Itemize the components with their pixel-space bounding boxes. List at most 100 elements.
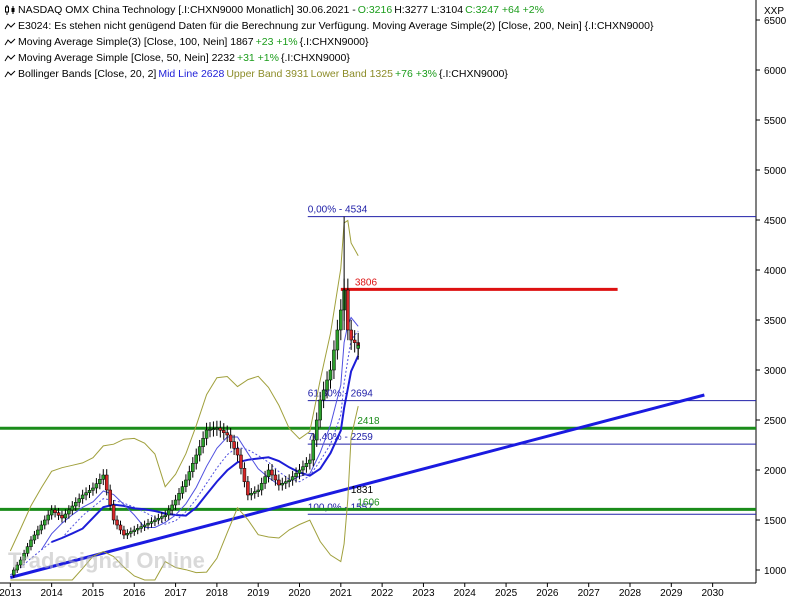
ma50-line	[40, 316, 359, 551]
legend-hlc: H:3277 L:3104	[394, 4, 464, 16]
candle-body	[101, 474, 106, 480]
candle-body	[46, 514, 50, 521]
candle-body	[239, 454, 243, 469]
fib-label: 61,80% - 2694	[308, 389, 373, 400]
candle-body	[222, 430, 226, 433]
y-tick-label: 6000	[764, 66, 787, 77]
candle-body	[346, 289, 350, 331]
candle-body	[73, 502, 78, 507]
y-tick-label: 4000	[764, 266, 787, 277]
candle-body	[108, 489, 112, 506]
candle-body	[146, 523, 150, 526]
y-tick-label: 2000	[764, 466, 787, 477]
y-tick-label: 2500	[764, 416, 787, 427]
candle-body	[177, 493, 181, 501]
candle-body	[294, 473, 298, 477]
candle-body	[266, 469, 271, 477]
y-tick-label: 4500	[764, 216, 787, 227]
candle-body	[43, 519, 47, 526]
candle-body	[22, 553, 26, 561]
candle-body	[297, 469, 302, 474]
candle-body	[122, 529, 126, 536]
support-label: 2418	[357, 416, 380, 427]
x-tick-label: 2024	[454, 588, 477, 599]
y-tick-label: 1000	[764, 566, 787, 577]
candle-body	[263, 476, 267, 484]
candle-body	[352, 339, 357, 343]
tradesignal-watermark-logo: Tradesignal Online	[8, 548, 205, 573]
candle-body	[308, 459, 312, 464]
candle-body	[166, 509, 171, 516]
x-tick-label: 2028	[619, 588, 642, 599]
legend-open: O:3216	[357, 4, 393, 16]
candle-body	[215, 427, 219, 430]
candle-body	[311, 439, 316, 461]
candle-body	[228, 434, 233, 442]
legend-bollinger-line: Bollinger Bands [Close, 20, 2] Mid Line …	[4, 66, 653, 82]
candle-body	[111, 504, 116, 521]
candle-body	[277, 479, 281, 486]
fib-label: 76,40% - 2259	[308, 432, 373, 443]
candle-body	[87, 490, 92, 493]
legend-ma200-text: E3024: Es stehen nicht genügend Daten fü…	[18, 20, 654, 32]
legend-bollinger-lower: Lower Band 1325	[310, 68, 393, 80]
bollinger-lower-band	[10, 405, 359, 581]
candle-body	[53, 509, 57, 513]
y-tick-label: 3500	[764, 316, 787, 327]
legend: NASDAQ OMX China Technology [.I:CHXN9000…	[4, 2, 653, 82]
x-tick-label: 2015	[82, 588, 105, 599]
candle-body	[318, 399, 322, 421]
x-tick-label: 2026	[536, 588, 559, 599]
y-tick-label: 3000	[764, 366, 787, 377]
candle-body	[156, 518, 161, 521]
candle-body	[194, 454, 198, 464]
x-tick-label: 2013	[0, 588, 22, 599]
x-tick-label: 2020	[288, 588, 311, 599]
x-tick-label: 2016	[123, 588, 146, 599]
x-tick-label: 2025	[495, 588, 518, 599]
legend-ma50-line: Moving Average Simple [Close, 50, Nein] …	[4, 50, 653, 66]
candle-body	[25, 546, 30, 554]
candle-body	[314, 419, 319, 441]
x-tick-label: 2030	[701, 588, 724, 599]
candle-body	[283, 481, 288, 484]
candle-body	[242, 468, 247, 482]
y-tick-label: 5000	[764, 166, 787, 177]
candle-body	[253, 491, 257, 494]
candle-body	[335, 329, 340, 351]
candle-body	[84, 492, 88, 496]
line-indicator-icon	[4, 22, 16, 30]
candle-body	[163, 514, 167, 517]
legend-close-change: C:3247 +64 +2%	[465, 4, 544, 16]
x-tick-label: 2022	[371, 588, 394, 599]
candle-body	[287, 479, 291, 482]
candle-body	[139, 526, 143, 529]
candle-body	[94, 483, 99, 489]
candle-body	[332, 349, 336, 371]
candle-body	[67, 509, 71, 515]
x-tick-label: 2027	[578, 588, 601, 599]
legend-ma200-line: E3024: Es stehen nicht genügend Daten fü…	[4, 18, 653, 34]
candle-body	[180, 486, 185, 494]
y-axis-unit-label: XXP	[764, 6, 784, 17]
candle-body	[339, 309, 343, 331]
candle-body	[187, 471, 192, 481]
candle-body	[98, 479, 102, 484]
legend-instrument-text: NASDAQ OMX China Technology [.I:CHXN9000…	[18, 4, 356, 16]
legend-ma100-change: +23 +1%	[255, 36, 298, 48]
candle-body	[232, 441, 236, 449]
candle-body	[91, 487, 95, 491]
bollinger-upper-band	[9, 219, 359, 552]
candle-body	[132, 529, 137, 532]
candle-body	[70, 505, 75, 511]
candle-body	[63, 513, 68, 519]
candle-body	[115, 519, 119, 526]
candle-body	[259, 483, 264, 491]
candle-body	[153, 519, 157, 522]
candle-body	[160, 516, 164, 519]
ma100-line	[51, 355, 360, 543]
support-label: 1606	[357, 497, 380, 508]
candle-body	[201, 438, 205, 447]
candle-body	[273, 474, 278, 481]
y-tick-label: 6500	[764, 16, 787, 27]
